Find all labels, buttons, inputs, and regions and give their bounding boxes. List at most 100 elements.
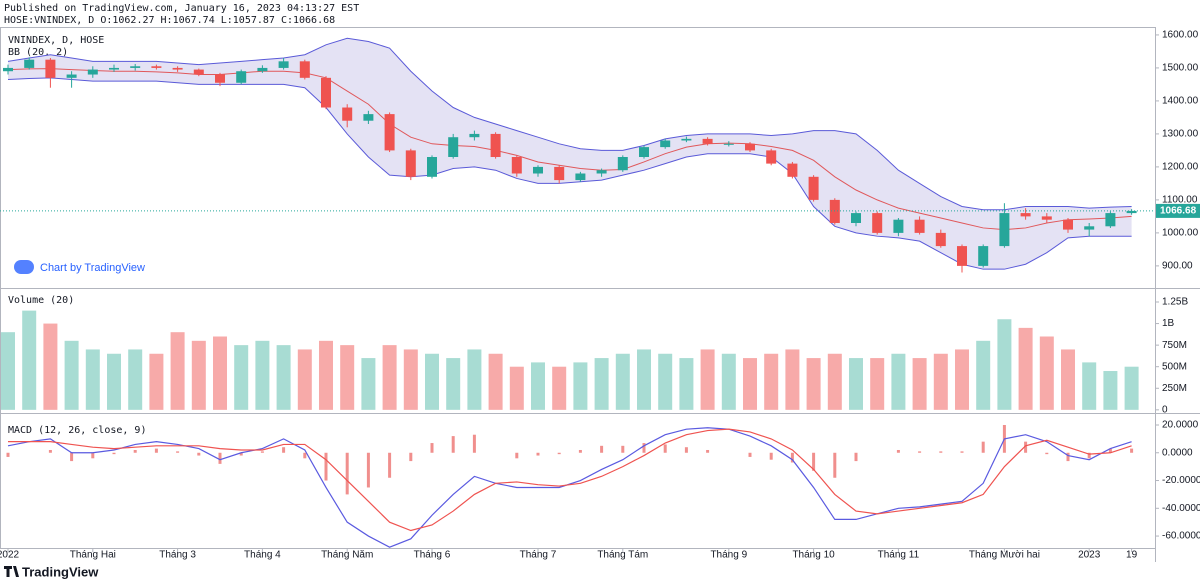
volume-bar xyxy=(255,340,270,410)
candle-body xyxy=(893,219,904,233)
brand: TradingView xyxy=(4,564,99,579)
candle-body xyxy=(405,150,416,177)
volume-bar xyxy=(1,332,15,410)
volume-bar xyxy=(743,358,757,410)
volume-bar xyxy=(361,358,376,410)
x-tick-label: 2023 xyxy=(1078,550,1101,561)
macd-histogram-bar xyxy=(176,451,180,453)
candle-body xyxy=(745,143,755,151)
volume-bar xyxy=(276,345,291,410)
candle-body xyxy=(1041,216,1052,220)
y-tick-label: 900.00 xyxy=(1162,261,1193,272)
macd-histogram-bar xyxy=(303,452,307,459)
candle-body xyxy=(723,143,734,145)
volume-bar xyxy=(149,353,164,410)
volume-bar xyxy=(531,362,545,410)
bb-band xyxy=(8,38,1132,270)
y-tick-label: 0.0000 xyxy=(1162,447,1193,458)
candle-body xyxy=(554,166,565,181)
volume-bar xyxy=(319,340,333,410)
candle-body xyxy=(596,170,607,174)
brand-text: TradingView xyxy=(22,564,99,579)
pane-title: Volume (20) xyxy=(8,295,74,306)
y-tick-label: 1300.00 xyxy=(1162,129,1199,140)
macd-histogram-bar xyxy=(451,436,455,453)
y-tick-label: 0 xyxy=(1162,404,1168,415)
macd-line xyxy=(8,428,1132,532)
macd-histogram-bar xyxy=(197,452,201,456)
y-tick-label: 20.0000 xyxy=(1162,420,1199,431)
pane-title: VNINDEX, D, HOSE xyxy=(8,35,104,46)
macd-histogram-bar xyxy=(918,451,922,453)
macd-histogram-bar xyxy=(239,452,243,456)
macd-histogram-bar xyxy=(430,443,434,453)
candle-body xyxy=(109,67,119,70)
volume-bar xyxy=(1124,366,1139,410)
macd-histogram-bar xyxy=(642,443,646,453)
candle-body xyxy=(702,138,713,144)
x-tick-label: Tháng 10 xyxy=(792,550,835,561)
watermark-text: Chart by TradingView xyxy=(40,262,145,274)
volume-bar xyxy=(170,332,185,410)
x-tick-label: 19 xyxy=(1126,550,1138,561)
y-tick-label: 1100.00 xyxy=(1162,195,1198,206)
volume-bar xyxy=(912,358,927,410)
volume-bar xyxy=(403,349,418,410)
macd-histogram-bar xyxy=(600,445,604,453)
symbol-line: HOSE:VNINDEX, D O:1062.27 H:1067.74 L:10… xyxy=(4,15,335,26)
volume-bar xyxy=(107,353,121,410)
x-tick-label: Tháng Tám xyxy=(597,550,648,561)
macd-histogram-bar xyxy=(388,452,392,478)
candle-body xyxy=(151,66,162,68)
volume-bar xyxy=(128,349,143,410)
candle-body xyxy=(24,59,35,68)
candle-body xyxy=(617,157,628,171)
candle-body xyxy=(299,61,310,78)
macd-histogram-bar xyxy=(218,452,222,464)
watermark-icon xyxy=(14,260,34,274)
candle-body xyxy=(469,133,480,138)
y-tick-label: 1.25B xyxy=(1162,297,1188,308)
volume-bar xyxy=(785,349,800,410)
candle-body xyxy=(914,219,925,233)
candle-body xyxy=(3,67,13,72)
macd-histogram-bar xyxy=(684,447,688,453)
volume-bar xyxy=(1061,349,1075,410)
volume-bar xyxy=(1082,362,1097,410)
volume-bar xyxy=(552,366,567,410)
x-tick-label: Tháng 7 xyxy=(520,550,557,561)
y-tick-label: 500M xyxy=(1162,361,1187,372)
y-tick-label: 1B xyxy=(1162,318,1175,329)
volume-bar xyxy=(700,349,715,410)
y-tick-label: 1400.00 xyxy=(1162,96,1199,107)
volume-bar xyxy=(488,353,503,410)
volume-bar xyxy=(721,353,736,410)
published: Published on TradingView.com, January 16… xyxy=(4,3,359,14)
x-tick-label: Tháng 9 xyxy=(710,550,747,561)
candle-body xyxy=(321,77,331,108)
macd-histogram-bar xyxy=(706,449,710,453)
macd-line xyxy=(7,427,1132,548)
macd-histogram-bar xyxy=(409,452,413,462)
volume-bar xyxy=(382,345,397,410)
macd-histogram-bar xyxy=(833,452,837,478)
candle-body xyxy=(681,138,692,141)
macd-histogram-bar xyxy=(790,452,794,463)
volume-bar xyxy=(446,358,461,410)
candle-body xyxy=(172,67,183,70)
candle-body xyxy=(87,69,98,75)
volume-bar xyxy=(658,353,673,410)
candle-body xyxy=(427,157,437,177)
volume-bar xyxy=(615,353,630,410)
candle-body xyxy=(851,213,861,223)
candle-body xyxy=(278,61,289,68)
indicator-label: BB (20, 2) xyxy=(8,47,68,58)
y-tick-label: 1200.00 xyxy=(1162,162,1199,173)
volume-bar xyxy=(1039,336,1054,410)
macd-histogram-bar xyxy=(48,449,52,453)
macd-histogram-bar xyxy=(282,447,286,453)
candle-body xyxy=(978,246,989,266)
macd-histogram-bar xyxy=(366,452,370,488)
macd-histogram-bar xyxy=(536,452,540,456)
volume-bar xyxy=(679,358,694,410)
